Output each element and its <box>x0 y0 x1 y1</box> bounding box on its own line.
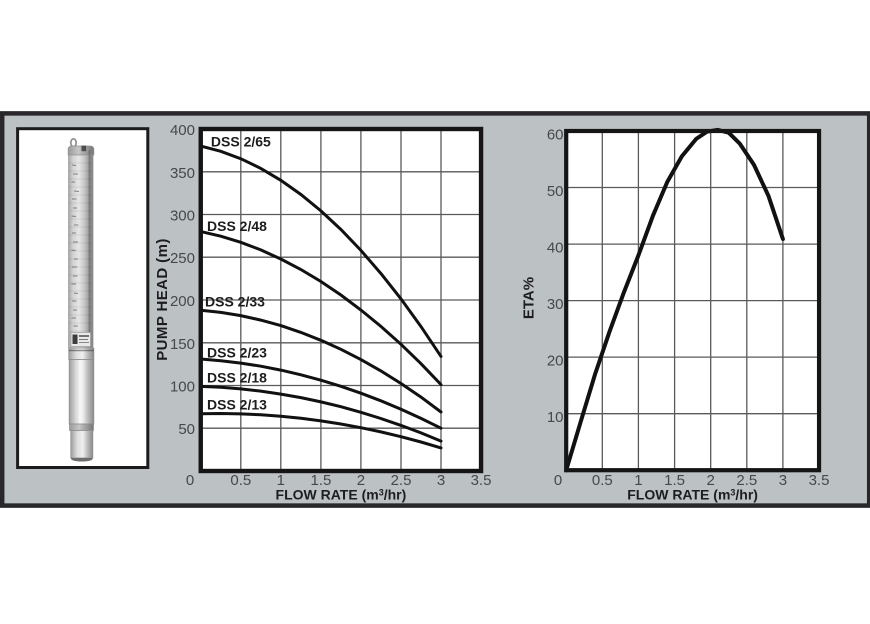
svg-text:3.5: 3.5 <box>809 472 830 489</box>
svg-text:0: 0 <box>554 472 562 489</box>
svg-text:200: 200 <box>170 293 195 310</box>
svg-text:40: 40 <box>547 240 564 257</box>
svg-text:DSS 2/48: DSS 2/48 <box>207 218 267 234</box>
svg-text:0: 0 <box>186 472 194 489</box>
svg-text:150: 150 <box>170 336 195 353</box>
svg-text:300: 300 <box>170 208 195 225</box>
svg-text:2.5: 2.5 <box>391 472 412 489</box>
svg-text:20: 20 <box>547 353 564 370</box>
svg-text:DSS 2/13: DSS 2/13 <box>207 397 267 413</box>
svg-text:ETA%: ETA% <box>521 277 538 319</box>
svg-text:1: 1 <box>634 472 642 489</box>
svg-text:3: 3 <box>779 472 787 489</box>
svg-text:10: 10 <box>547 409 564 426</box>
svg-text:3.5: 3.5 <box>471 472 492 489</box>
svg-text:350: 350 <box>170 165 195 182</box>
svg-text:PUMP HEAD (m): PUMP HEAD (m) <box>154 238 171 360</box>
svg-text:3: 3 <box>437 472 445 489</box>
svg-text:2: 2 <box>707 472 715 489</box>
svg-text:1.5: 1.5 <box>664 472 685 489</box>
svg-text:50: 50 <box>178 421 195 438</box>
svg-text:DSS 2/18: DSS 2/18 <box>207 370 267 386</box>
svg-text:DSS 2/65: DSS 2/65 <box>211 134 271 150</box>
svg-text:FLOW RATE (m3/hr): FLOW RATE (m3/hr) <box>627 487 758 503</box>
svg-text:2.5: 2.5 <box>736 472 757 489</box>
svg-text:1.5: 1.5 <box>310 472 331 489</box>
svg-text:30: 30 <box>547 296 564 313</box>
svg-text:400: 400 <box>170 122 195 139</box>
svg-text:DSS 2/33: DSS 2/33 <box>205 294 265 310</box>
svg-text:0.5: 0.5 <box>592 472 613 489</box>
svg-text:FLOW RATE (m3/hr): FLOW RATE (m3/hr) <box>276 487 407 503</box>
svg-text:2: 2 <box>357 472 365 489</box>
svg-text:250: 250 <box>170 250 195 267</box>
svg-text:60: 60 <box>547 127 564 144</box>
svg-text:0.5: 0.5 <box>230 472 251 489</box>
svg-text:50: 50 <box>547 183 564 200</box>
svg-text:DSS 2/23: DSS 2/23 <box>207 345 267 361</box>
svg-text:1: 1 <box>277 472 285 489</box>
svg-text:100: 100 <box>170 379 195 396</box>
